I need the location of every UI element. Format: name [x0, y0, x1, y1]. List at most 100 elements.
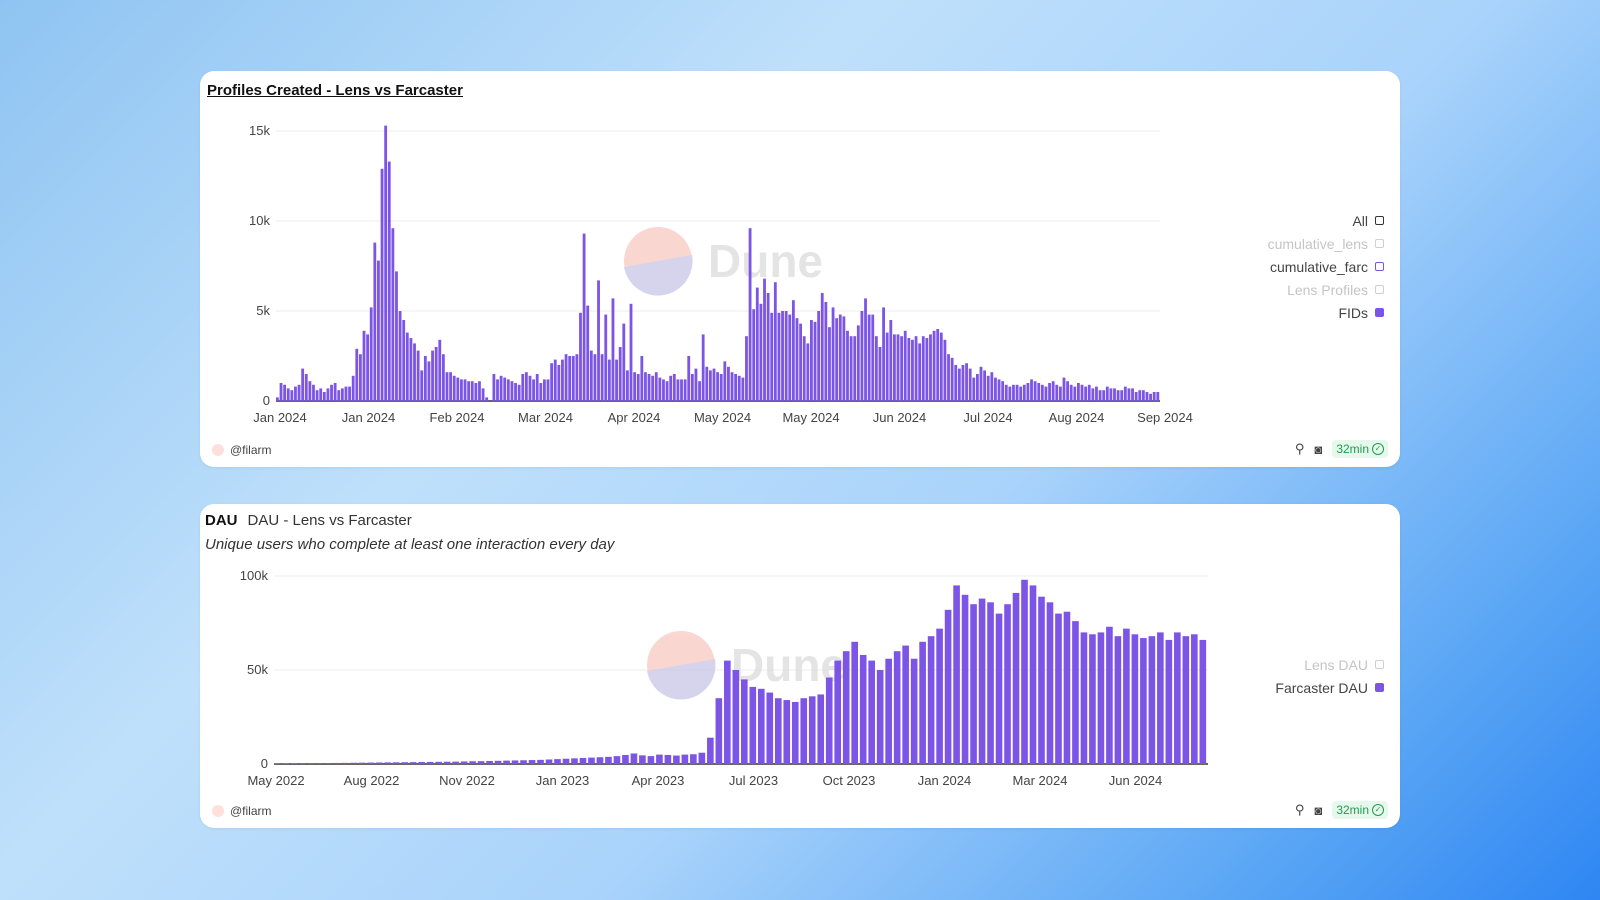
bar[interactable]: [654, 372, 658, 401]
bar[interactable]: [737, 375, 741, 401]
bar[interactable]: [375, 762, 383, 764]
bar[interactable]: [1051, 381, 1055, 401]
bar[interactable]: [893, 651, 901, 764]
legend-item[interactable]: FIDs: [1268, 301, 1384, 324]
bar[interactable]: [774, 698, 782, 764]
bar[interactable]: [773, 282, 777, 401]
bar[interactable]: [690, 754, 697, 764]
bar[interactable]: [802, 336, 806, 401]
camera-icon[interactable]: ◙: [1314, 802, 1323, 818]
bar[interactable]: [687, 356, 691, 401]
bar[interactable]: [1138, 390, 1142, 401]
bar[interactable]: [892, 334, 896, 401]
bar[interactable]: [910, 658, 918, 764]
bar[interactable]: [640, 356, 644, 401]
bar[interactable]: [532, 379, 535, 401]
bar[interactable]: [669, 375, 673, 401]
bar[interactable]: [492, 374, 496, 401]
bar[interactable]: [1087, 384, 1091, 401]
bar[interactable]: [1157, 632, 1164, 764]
bar[interactable]: [766, 692, 774, 764]
bar[interactable]: [514, 383, 517, 401]
bar[interactable]: [358, 762, 366, 764]
bar[interactable]: [927, 636, 935, 764]
bar[interactable]: [781, 311, 784, 401]
bar[interactable]: [586, 305, 590, 401]
bar[interactable]: [911, 339, 914, 401]
bar[interactable]: [665, 381, 669, 401]
bar[interactable]: [469, 761, 476, 764]
bar[interactable]: [707, 737, 714, 764]
bar[interactable]: [562, 758, 570, 764]
bar[interactable]: [990, 372, 994, 401]
bar[interactable]: [1021, 579, 1028, 764]
bar[interactable]: [496, 379, 499, 401]
bar[interactable]: [864, 298, 867, 401]
camera-icon[interactable]: ◙: [1314, 441, 1323, 457]
bar[interactable]: [656, 754, 663, 764]
legend-item[interactable]: Lens DAU: [1275, 653, 1384, 676]
bar[interactable]: [752, 309, 756, 401]
bar[interactable]: [423, 356, 427, 401]
bar[interactable]: [537, 759, 544, 764]
bar[interactable]: [395, 271, 398, 401]
bar[interactable]: [690, 374, 694, 401]
bar[interactable]: [662, 379, 665, 401]
bar[interactable]: [783, 700, 791, 764]
bar[interactable]: [757, 688, 765, 764]
bar[interactable]: [431, 350, 434, 401]
bar[interactable]: [402, 320, 406, 401]
bar[interactable]: [366, 334, 370, 401]
bar[interactable]: [791, 701, 799, 764]
bar[interactable]: [315, 390, 319, 401]
bar[interactable]: [715, 698, 723, 764]
bar[interactable]: [777, 312, 781, 401]
bar[interactable]: [344, 386, 348, 401]
bar[interactable]: [481, 388, 485, 401]
bar[interactable]: [485, 397, 489, 401]
bar[interactable]: [647, 756, 655, 764]
bar[interactable]: [1030, 379, 1033, 401]
bar[interactable]: [683, 379, 687, 401]
bar[interactable]: [712, 368, 716, 401]
bar[interactable]: [613, 756, 621, 764]
bar[interactable]: [1091, 388, 1095, 401]
bar[interactable]: [749, 686, 757, 764]
bar[interactable]: [449, 372, 453, 401]
bar[interactable]: [694, 368, 698, 401]
bar[interactable]: [582, 233, 586, 401]
bar[interactable]: [629, 303, 633, 401]
bar[interactable]: [1062, 377, 1066, 401]
bar[interactable]: [1058, 386, 1062, 401]
bar[interactable]: [312, 384, 315, 401]
bar[interactable]: [600, 354, 604, 401]
bar[interactable]: [1113, 388, 1116, 401]
chart-title-text[interactable]: DAU - Lens vs Farcaster: [247, 512, 412, 529]
bar[interactable]: [994, 377, 997, 401]
bar[interactable]: [333, 383, 337, 401]
bar[interactable]: [1004, 604, 1011, 764]
bar[interactable]: [377, 260, 380, 401]
bar[interactable]: [510, 381, 514, 401]
bar[interactable]: [672, 374, 676, 401]
bar[interactable]: [968, 368, 972, 401]
bar[interactable]: [950, 357, 954, 401]
bar[interactable]: [1095, 386, 1098, 401]
bar[interactable]: [322, 392, 326, 401]
bar[interactable]: [543, 379, 546, 401]
bar[interactable]: [741, 679, 748, 764]
bar[interactable]: [929, 334, 932, 401]
bar[interactable]: [597, 280, 600, 401]
bar[interactable]: [1131, 634, 1139, 764]
bar[interactable]: [520, 760, 527, 764]
freshness-badge[interactable]: 32min ✓: [1332, 440, 1388, 458]
bar[interactable]: [871, 314, 875, 401]
bar[interactable]: [1134, 392, 1138, 401]
bar[interactable]: [445, 372, 449, 401]
bar[interactable]: [907, 338, 911, 401]
bar[interactable]: [1145, 392, 1149, 401]
bar[interactable]: [405, 332, 409, 401]
bar[interactable]: [351, 375, 355, 401]
bar[interactable]: [1114, 636, 1122, 764]
bar[interactable]: [568, 356, 572, 401]
